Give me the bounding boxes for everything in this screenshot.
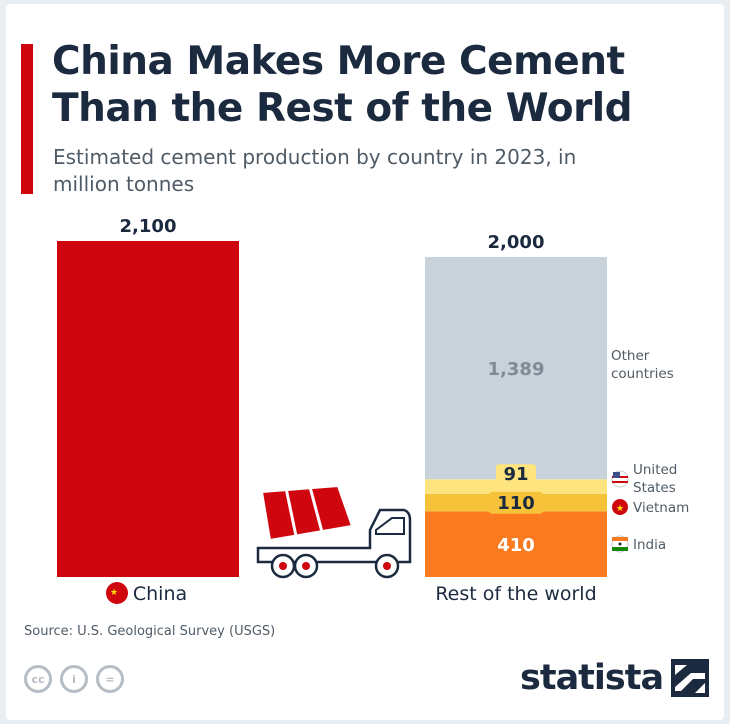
india-flag-chakra	[618, 542, 622, 546]
category-label: Rest of the world	[435, 583, 596, 605]
bar-total-label: 2,000	[488, 232, 545, 253]
segment-value-label: 1,389	[488, 359, 545, 380]
bar-total-label: 2,100	[120, 216, 177, 237]
legend-other-countries: countries	[611, 366, 674, 382]
vietnam-flag-icon	[612, 499, 628, 515]
attribution-icon[interactable]: i	[60, 665, 88, 693]
bar-segment-india	[425, 511, 607, 577]
statista-logo[interactable]: statista	[520, 658, 710, 698]
legend-united-states: States	[633, 480, 676, 496]
us-value-box	[496, 464, 536, 487]
india-flag-green	[612, 547, 628, 551]
bar-segment-united-states	[425, 479, 607, 494]
us-flag-stripe	[612, 481, 628, 483]
title-accent-bar	[21, 44, 33, 194]
legend-vietnam: Vietnam	[633, 500, 689, 516]
bar-segment-other-countries	[425, 257, 607, 480]
brand-name: statista	[520, 658, 664, 698]
legend-india: India	[633, 537, 666, 553]
segment-value-label: 91	[503, 464, 528, 485]
china-flag-icon	[106, 582, 128, 604]
segment-value-label: 110	[497, 493, 535, 514]
china-flag-star: ★	[110, 588, 118, 598]
cement-mixer-truck-icon	[256, 484, 412, 579]
no-derivatives-icon[interactable]: =	[96, 665, 124, 693]
india-flag-saffron	[612, 537, 628, 541]
us-flag-canton	[613, 472, 620, 478]
segment-value-label: 410	[497, 535, 535, 556]
bar-segment-china	[57, 241, 239, 577]
vietnam-flag-star: ★	[616, 504, 624, 514]
license-icons: cc i =	[24, 665, 124, 693]
category-label: China	[133, 583, 187, 605]
cc-license-icon[interactable]: cc	[24, 665, 52, 693]
page-title: China Makes More Cement Than the Rest of…	[52, 39, 633, 131]
legend-other-countries: Other	[611, 348, 650, 364]
source-note: Source: U.S. Geological Survey (USGS)	[24, 624, 276, 639]
statista-mark-icon	[671, 659, 710, 697]
legend-united-states: United	[633, 462, 677, 478]
vietnam-value-box	[489, 491, 543, 514]
page-subtitle: Estimated cement production by country i…	[53, 145, 577, 196]
